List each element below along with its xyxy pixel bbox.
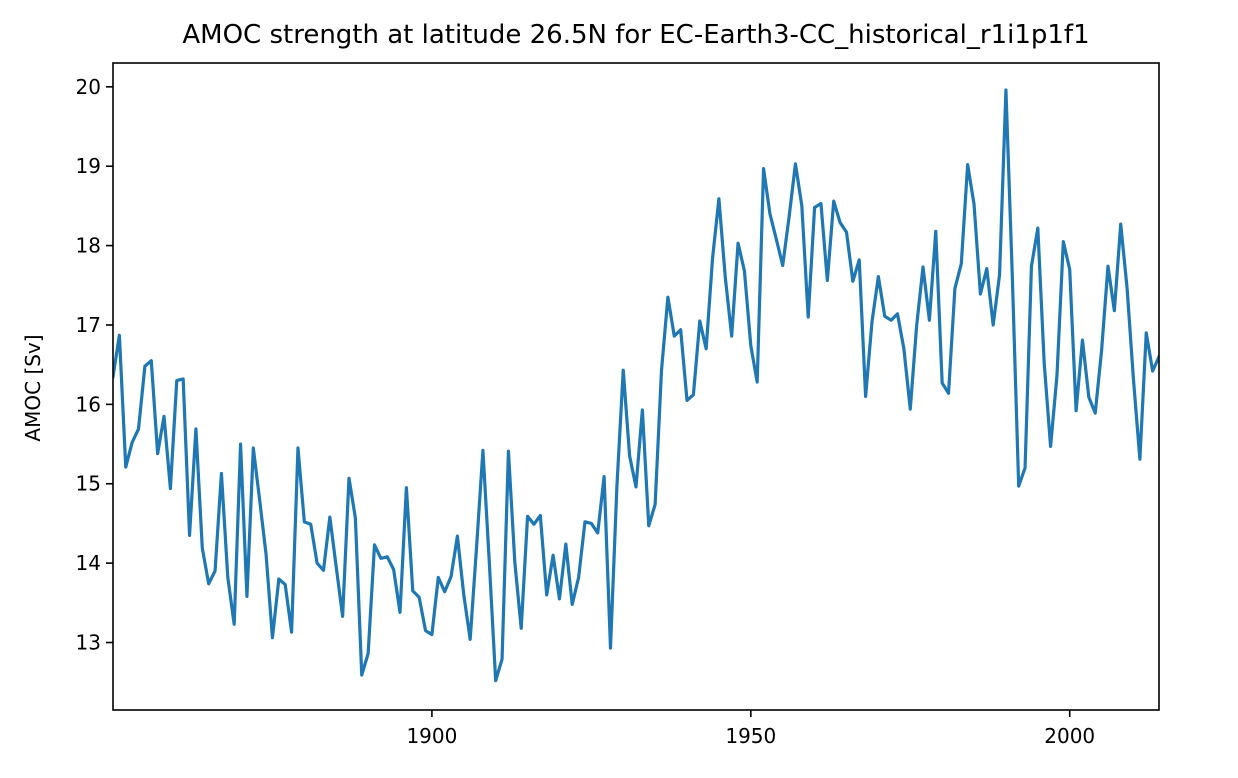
y-tick-label: 17 bbox=[76, 313, 101, 337]
chart-title: AMOC strength at latitude 26.5N for EC-E… bbox=[182, 20, 1089, 50]
x-tick-label: 2000 bbox=[1044, 724, 1095, 748]
y-tick-label: 14 bbox=[76, 551, 101, 575]
plot-area bbox=[113, 88, 1159, 683]
y-tick-label: 13 bbox=[76, 631, 101, 655]
axis-ticks: 13 14 15 16 17 18 19 20 1900 1950 2000 bbox=[76, 75, 1096, 748]
y-axis-label: AMOC [Sv] bbox=[21, 334, 45, 441]
y-tick-label: 20 bbox=[76, 75, 101, 99]
x-tick-label: 1900 bbox=[406, 724, 457, 748]
plot-frame bbox=[112, 62, 1160, 711]
y-tick-label: 15 bbox=[76, 472, 101, 496]
y-tick-label: 18 bbox=[76, 234, 101, 258]
x-tick-label: 1950 bbox=[725, 724, 776, 748]
series-line bbox=[113, 88, 1159, 683]
y-tick-label: 16 bbox=[76, 392, 101, 416]
y-tick-label: 19 bbox=[76, 154, 101, 178]
